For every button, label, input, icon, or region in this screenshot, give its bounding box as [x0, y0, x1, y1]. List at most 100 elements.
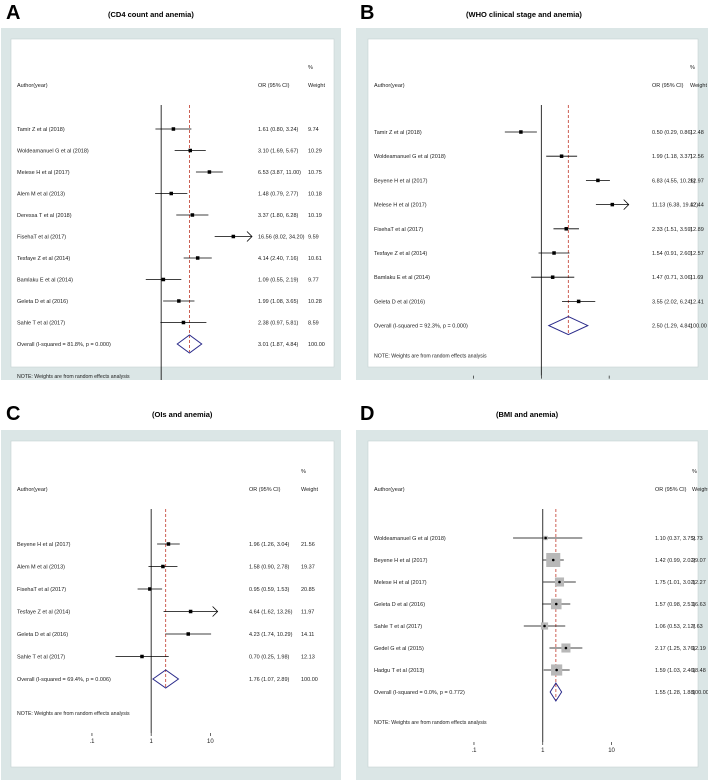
- study-weight-value: 12.19: [692, 646, 706, 652]
- study-or-value: 3.55 (2.02, 6.24): [652, 299, 693, 305]
- study-or-value: 1.09 (0.55, 2.19): [258, 278, 299, 284]
- weight-column-header: Weight: [308, 83, 325, 89]
- or-column-header: OR (95% CI): [652, 83, 684, 89]
- plot-background: [367, 38, 699, 368]
- study-author-label: Gedel G et al (2015): [374, 646, 424, 652]
- study-author-label: Beyene H et al (2017): [17, 542, 71, 548]
- study-author-label: FisehaT et al (2017): [374, 227, 423, 233]
- study-author-label: Alem M et al (2013): [17, 192, 65, 198]
- panel-b-letter: B: [360, 2, 375, 24]
- study-point-estimate: [560, 154, 563, 158]
- study-point-estimate: [208, 170, 211, 174]
- study-author-label: Geleta D et al (2016): [17, 299, 68, 305]
- panel-b-forest-plot: % Author(year) OR (95% CI) Weight Tamir Z et…: [356, 28, 708, 380]
- study-or-value: 0.50 (0.29, 0.86): [652, 130, 693, 136]
- study-weight-value: 11.69: [690, 275, 703, 281]
- panel-d-letter: D: [360, 403, 375, 425]
- study-author-label: Woldeamanuel G et al (2018): [17, 149, 89, 155]
- panel-a-forest-plot: % Author(year) OR (95% CI) Weight Tamir Z et…: [1, 28, 341, 380]
- study-or-value: 2.33 (1.51, 3.59): [652, 227, 693, 233]
- axis-tick-label: .1: [89, 739, 95, 745]
- study-author-label: Deressa T et al (2018): [17, 213, 72, 219]
- study-or-value: 1.59 (1.03, 2.46): [655, 668, 696, 674]
- forest-plot-svg: % Author(year) OR (95% CI) Weight Tamir Z et…: [10, 38, 335, 380]
- weight-percent-header: %: [692, 469, 697, 475]
- study-author-label: Beyene H et al (2017): [374, 178, 428, 184]
- study-author-label: Geleta D et al (2016): [374, 299, 425, 305]
- study-weight-value: 7.63: [692, 624, 703, 630]
- study-or-value: 16.56 (8.02, 34.20): [258, 235, 305, 241]
- overall-or-value: 3.01 (1.87, 4.84): [258, 342, 299, 348]
- study-point-estimate: [186, 632, 190, 636]
- study-author-label: Bamlaku E et al (2014): [374, 275, 430, 281]
- weight-percent-header: %: [301, 469, 306, 475]
- study-weight-value: 12.48: [690, 130, 704, 136]
- study-weight-value: 2.73: [692, 536, 703, 542]
- panel-d-title: (BMI and anemia): [496, 410, 559, 419]
- study-author-label: Tamir Z et al (2018): [374, 130, 422, 136]
- overall-diamond: [547, 316, 589, 336]
- study-weight-value: 10.18: [308, 192, 322, 198]
- ci-overflow-arrow: [212, 606, 219, 617]
- or-column-header: OR (95% CI): [655, 487, 687, 493]
- study-author-label: Beyene H et al (2017): [374, 558, 428, 564]
- study-point-estimate: [232, 235, 235, 238]
- axis-tick-label: 1: [541, 748, 545, 754]
- study-point-estimate: [558, 580, 561, 584]
- forest-plot-svg: % Author(year) OR (95% CI) Weight Beyene H e…: [10, 440, 335, 768]
- study-weight-value: 12.56: [690, 154, 704, 160]
- ci-overflow-arrow: [246, 231, 253, 242]
- study-weight-value: 10.29: [308, 149, 322, 155]
- weight-percent-header: %: [308, 65, 313, 71]
- study-point-estimate: [564, 227, 568, 231]
- overall-diamond: [176, 334, 203, 354]
- forest-plot-svg: % Author(year) OR (95% CI) Weight Tamir Z et…: [367, 38, 707, 379]
- overall-or-value: 1.76 (1.07, 2.89): [249, 677, 290, 683]
- study-author-label: Melese H et al (2017): [374, 203, 427, 209]
- study-weight-value: 20.85: [301, 587, 315, 593]
- study-author-label: Bamlaku E et al (2014): [17, 278, 73, 284]
- study-weight-value: 10.75: [308, 170, 322, 176]
- author-column-header: Author(year): [17, 83, 48, 89]
- study-author-label: Tamir Z et al (2018): [17, 127, 65, 133]
- ci-overflow-arrow: [623, 199, 630, 210]
- study-weight-value: 8.59: [308, 321, 319, 327]
- study-author-label: Woldeamanuel G et al (2018): [374, 536, 446, 542]
- or-column-header: OR (95% CI): [258, 83, 290, 89]
- overall-label: Overall (I-squared = 69.4%, p = 0.006): [17, 677, 111, 683]
- overall-or-value: 1.55 (1.28, 1.88): [655, 690, 696, 696]
- random-effects-note: NOTE: Weights are from random effects an…: [17, 711, 130, 717]
- study-or-value: 4.23 (1.74, 10.29): [249, 632, 293, 638]
- study-or-value: 2.17 (1.25, 3.76): [655, 646, 696, 652]
- study-or-value: 0.70 (0.25, 1.98): [249, 655, 290, 661]
- study-or-value: 4.14 (2.40, 7.16): [258, 256, 299, 262]
- axis-tick-label: .1: [471, 748, 477, 754]
- study-point-estimate: [188, 149, 192, 152]
- study-point-estimate: [555, 668, 558, 672]
- weight-percent-header: %: [690, 65, 695, 71]
- panel-a-title: (CD4 count and anemia): [108, 10, 194, 19]
- study-point-estimate: [196, 256, 199, 260]
- study-point-estimate: [172, 127, 175, 131]
- plot-background: [367, 440, 699, 768]
- overall-weight-value: 100.00: [692, 690, 708, 696]
- axis-tick-label: 10: [207, 739, 214, 745]
- study-point-estimate: [169, 192, 173, 195]
- plot-background: [10, 440, 335, 768]
- study-or-value: 1.48 (0.79, 2.77): [258, 192, 299, 198]
- study-weight-value: 19.37: [301, 565, 315, 571]
- study-or-value: 0.95 (0.59, 1.53): [249, 587, 290, 593]
- study-point-estimate: [577, 300, 580, 303]
- study-point-estimate: [148, 587, 152, 591]
- study-or-value: 1.47 (0.71, 3.06): [652, 275, 693, 281]
- study-weight-value: 12.89: [690, 227, 704, 233]
- study-weight-value: 29.07: [692, 558, 706, 564]
- study-point-estimate: [554, 602, 558, 606]
- forest-plot-svg: % Author(year) OR (95% CI) Weight Woldeamanu…: [367, 440, 708, 768]
- overall-label: Overall (I-squared = 0.0%, p = 0.772): [374, 690, 465, 696]
- study-point-estimate: [551, 558, 555, 562]
- study-point-estimate: [162, 278, 165, 281]
- random-effects-note: NOTE: Weights are from random effects an…: [374, 720, 487, 726]
- study-weight-value: 9.77: [308, 278, 319, 284]
- study-or-value: 1.58 (0.90, 2.78): [249, 565, 290, 571]
